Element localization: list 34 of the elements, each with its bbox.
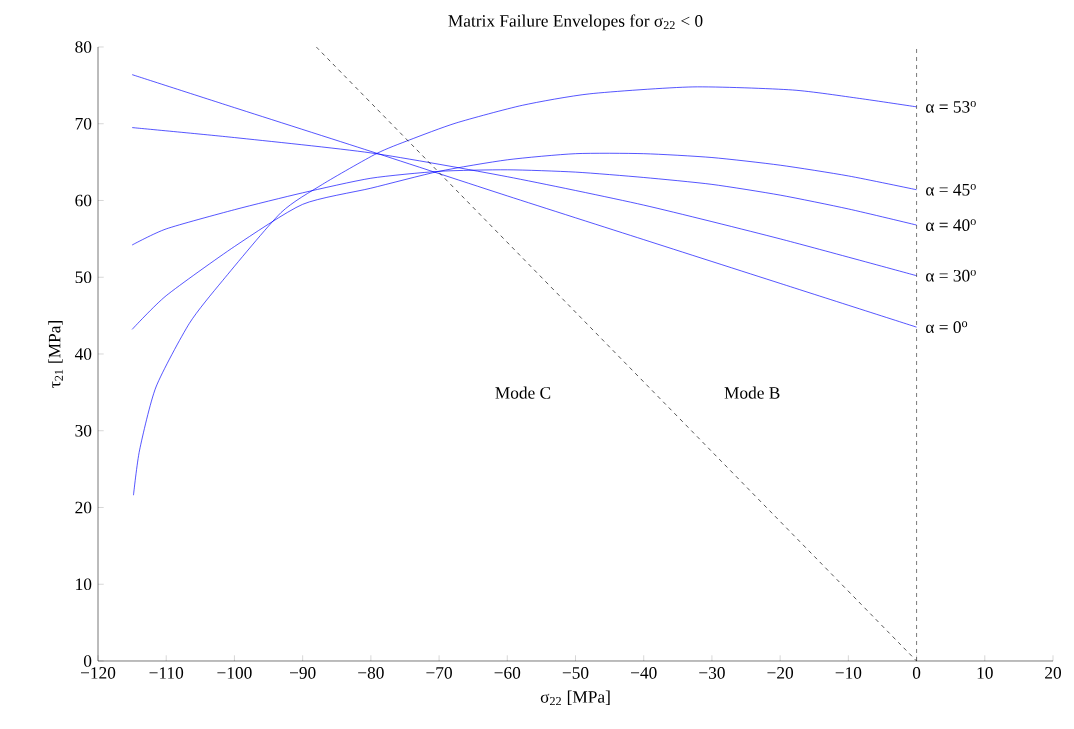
x-tick-label: −110 [149,667,184,679]
series-label: α = 0$^{o}$ [926,321,968,333]
y-axis-title: τ$_{21}$ [MPa] [48,321,63,388]
x-tick-label: −120 [80,667,116,679]
x-tick-label: −10 [835,667,862,679]
x-tick-label: −30 [699,667,725,679]
series-label: α = 45$^{o}$ [926,183,976,196]
x-tick-label: −60 [494,667,521,679]
x-tick-label: −40 [631,667,657,679]
y-tick-label: 10 [76,578,92,591]
y-tick-label: 60 [75,194,92,207]
x-tick-label: −90 [289,667,316,679]
x-tick-label: −100 [217,667,252,679]
y-tick-label: 40 [74,348,92,360]
x-tick-label: 10 [977,667,993,679]
y-tick-label: 20 [75,501,92,514]
y-tick-label: 50 [75,271,92,284]
annotation: Mode C [495,386,551,399]
series-label: α = 30$^{o}$ [926,269,976,282]
x-tick-label: −20 [767,667,794,679]
y-tick-label: 0 [83,655,92,667]
annotation: Mode B [724,386,780,399]
series-label: α = 40$^{o}$ [926,219,976,231]
x-tick-label: 20 [1045,667,1062,679]
y-tick-label: 80 [75,41,92,53]
y-tick-label: 70 [75,117,92,130]
x-tick-label: −50 [562,667,589,679]
x-axis-title: σ$_{22}$ [MPa] [540,690,610,706]
x-tick-label: −80 [358,667,384,679]
y-tick-label: 30 [75,424,92,437]
series-label: α = 53$^{o}$ [926,101,976,113]
x-tick-label: −70 [426,667,452,679]
chart-title: Matrix Failure Envelopes for σ$_{22}$ < 0 [448,14,703,31]
x-tick-label: 0 [912,667,921,679]
